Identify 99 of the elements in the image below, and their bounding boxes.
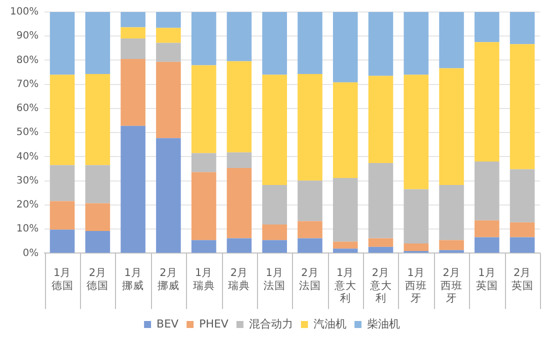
bar bbox=[50, 74, 75, 166]
bar bbox=[510, 12, 535, 44]
bar bbox=[191, 65, 216, 154]
x-tick-label: 1月法国 bbox=[264, 267, 286, 292]
legend-label: 汽油机 bbox=[313, 317, 346, 330]
y-tick-label: 70% bbox=[16, 78, 39, 90]
legend-label: PHEV bbox=[199, 317, 229, 330]
bar bbox=[262, 224, 287, 240]
bar bbox=[85, 74, 110, 166]
x-tick-label: 1月德国 bbox=[51, 267, 74, 292]
legend-label: 柴油机 bbox=[366, 317, 400, 330]
bar bbox=[474, 237, 500, 253]
bar bbox=[474, 220, 500, 238]
bar bbox=[85, 203, 110, 232]
bar bbox=[156, 62, 181, 138]
bar bbox=[510, 169, 535, 222]
bar bbox=[332, 12, 358, 82]
x-tick-label: 2月法国 bbox=[298, 267, 321, 292]
x-tick-label: 2月英国 bbox=[511, 267, 534, 292]
bar bbox=[332, 178, 358, 242]
bar bbox=[439, 240, 464, 250]
bar bbox=[474, 162, 500, 220]
bar bbox=[474, 42, 500, 162]
bar bbox=[226, 61, 252, 152]
y-tick-label: 0% bbox=[22, 248, 39, 259]
bar bbox=[510, 237, 535, 253]
bar bbox=[368, 12, 394, 76]
y-tick-label: 50% bbox=[16, 127, 39, 138]
bar bbox=[298, 221, 322, 238]
bar bbox=[191, 172, 216, 240]
x-tick-label: 1月挪威 bbox=[122, 267, 144, 292]
bar bbox=[262, 184, 287, 224]
bar bbox=[85, 165, 110, 204]
bar bbox=[368, 246, 394, 253]
bar bbox=[368, 238, 394, 247]
bar bbox=[191, 240, 216, 253]
y-tick-label: 60% bbox=[16, 103, 39, 114]
bar bbox=[510, 44, 535, 170]
x-tick-label: 2月德国 bbox=[86, 267, 109, 292]
bar bbox=[226, 12, 252, 62]
y-tick-label: 90% bbox=[16, 30, 39, 42]
bar bbox=[50, 230, 75, 253]
bar bbox=[368, 76, 394, 163]
bar bbox=[332, 82, 358, 178]
bar bbox=[298, 74, 322, 181]
bar bbox=[191, 153, 216, 172]
y-tick-label: 100% bbox=[10, 6, 39, 18]
bar bbox=[156, 138, 181, 253]
y-tick-label: 30% bbox=[16, 175, 39, 186]
bar bbox=[120, 27, 146, 39]
bar bbox=[262, 74, 287, 185]
y-tick-label: 80% bbox=[16, 54, 39, 66]
bar bbox=[120, 126, 146, 253]
bar bbox=[50, 12, 75, 75]
y-tick-label: 40% bbox=[16, 151, 39, 162]
bar bbox=[439, 12, 464, 68]
bar bbox=[439, 68, 464, 185]
x-tick-label: 1月瑞典 bbox=[192, 267, 215, 292]
x-tick-label: 1月英国 bbox=[476, 267, 498, 292]
bar bbox=[226, 168, 252, 238]
bar bbox=[332, 242, 358, 249]
y-tick-label: 20% bbox=[16, 200, 39, 211]
legend-label: 混合动力 bbox=[248, 317, 293, 330]
bar bbox=[85, 12, 110, 74]
bar bbox=[404, 12, 429, 75]
bar bbox=[510, 222, 535, 238]
bar bbox=[404, 244, 429, 252]
bar bbox=[156, 28, 181, 43]
bar bbox=[226, 238, 252, 253]
legend-label: BEV bbox=[156, 317, 180, 330]
bar bbox=[404, 74, 429, 190]
bar bbox=[439, 184, 464, 240]
x-tick-label: 2月西班牙 bbox=[440, 267, 463, 304]
bar bbox=[332, 248, 358, 253]
bar bbox=[262, 240, 287, 253]
x-tick-label: 2月意大利 bbox=[368, 267, 392, 304]
bar bbox=[298, 180, 322, 222]
bar bbox=[474, 12, 500, 42]
bar bbox=[120, 59, 146, 126]
bar bbox=[368, 162, 394, 238]
bar bbox=[50, 201, 75, 230]
bar bbox=[156, 12, 181, 28]
bar bbox=[439, 250, 464, 253]
x-tick-label: 1月意大利 bbox=[333, 267, 356, 304]
bar bbox=[262, 12, 287, 75]
x-tick-label: 2月瑞典 bbox=[228, 267, 250, 292]
bar bbox=[120, 38, 146, 60]
bar bbox=[298, 12, 322, 74]
bar bbox=[50, 165, 75, 202]
x-tick-label: 2月挪威 bbox=[157, 267, 180, 292]
bar bbox=[156, 42, 181, 62]
bar bbox=[85, 231, 110, 253]
bar bbox=[298, 238, 322, 253]
bar bbox=[120, 12, 146, 28]
bar bbox=[191, 12, 216, 66]
bar bbox=[226, 152, 252, 168]
x-tick-label: 1月西班牙 bbox=[405, 267, 428, 304]
bar bbox=[404, 189, 429, 244]
y-tick-label: 10% bbox=[16, 224, 39, 235]
